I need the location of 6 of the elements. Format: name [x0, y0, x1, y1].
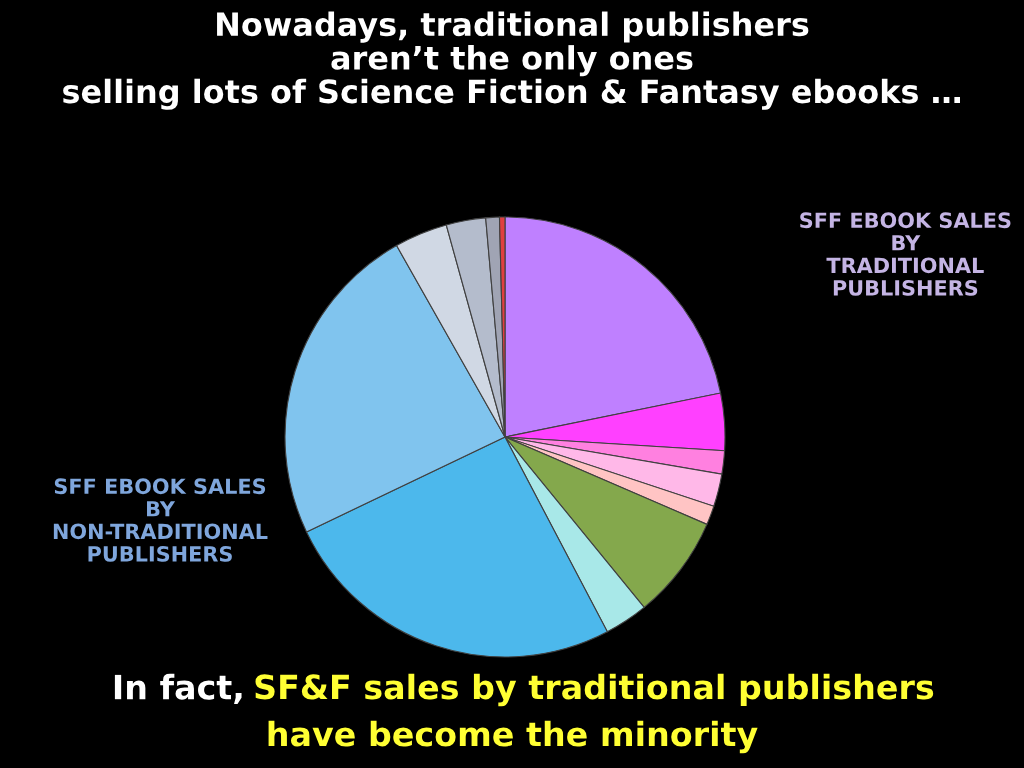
chart-title: Nowadays, traditional publishers aren’t the only ones selling lots of Science Fiction & Fantasy ebooks … [63, 11, 960, 110]
text: SFF EBOOK SALES BY TRADITIONAL PUBLISHERS [800, 212, 1011, 296]
text: SFF EBOOK SALES BY NON-TRADITIONAL PUBLISHERS [53, 478, 268, 562]
text: In fact, [114, 673, 242, 704]
text: have become the minority [268, 720, 758, 754]
text: SF&F sales by traditional publishers [255, 673, 934, 707]
